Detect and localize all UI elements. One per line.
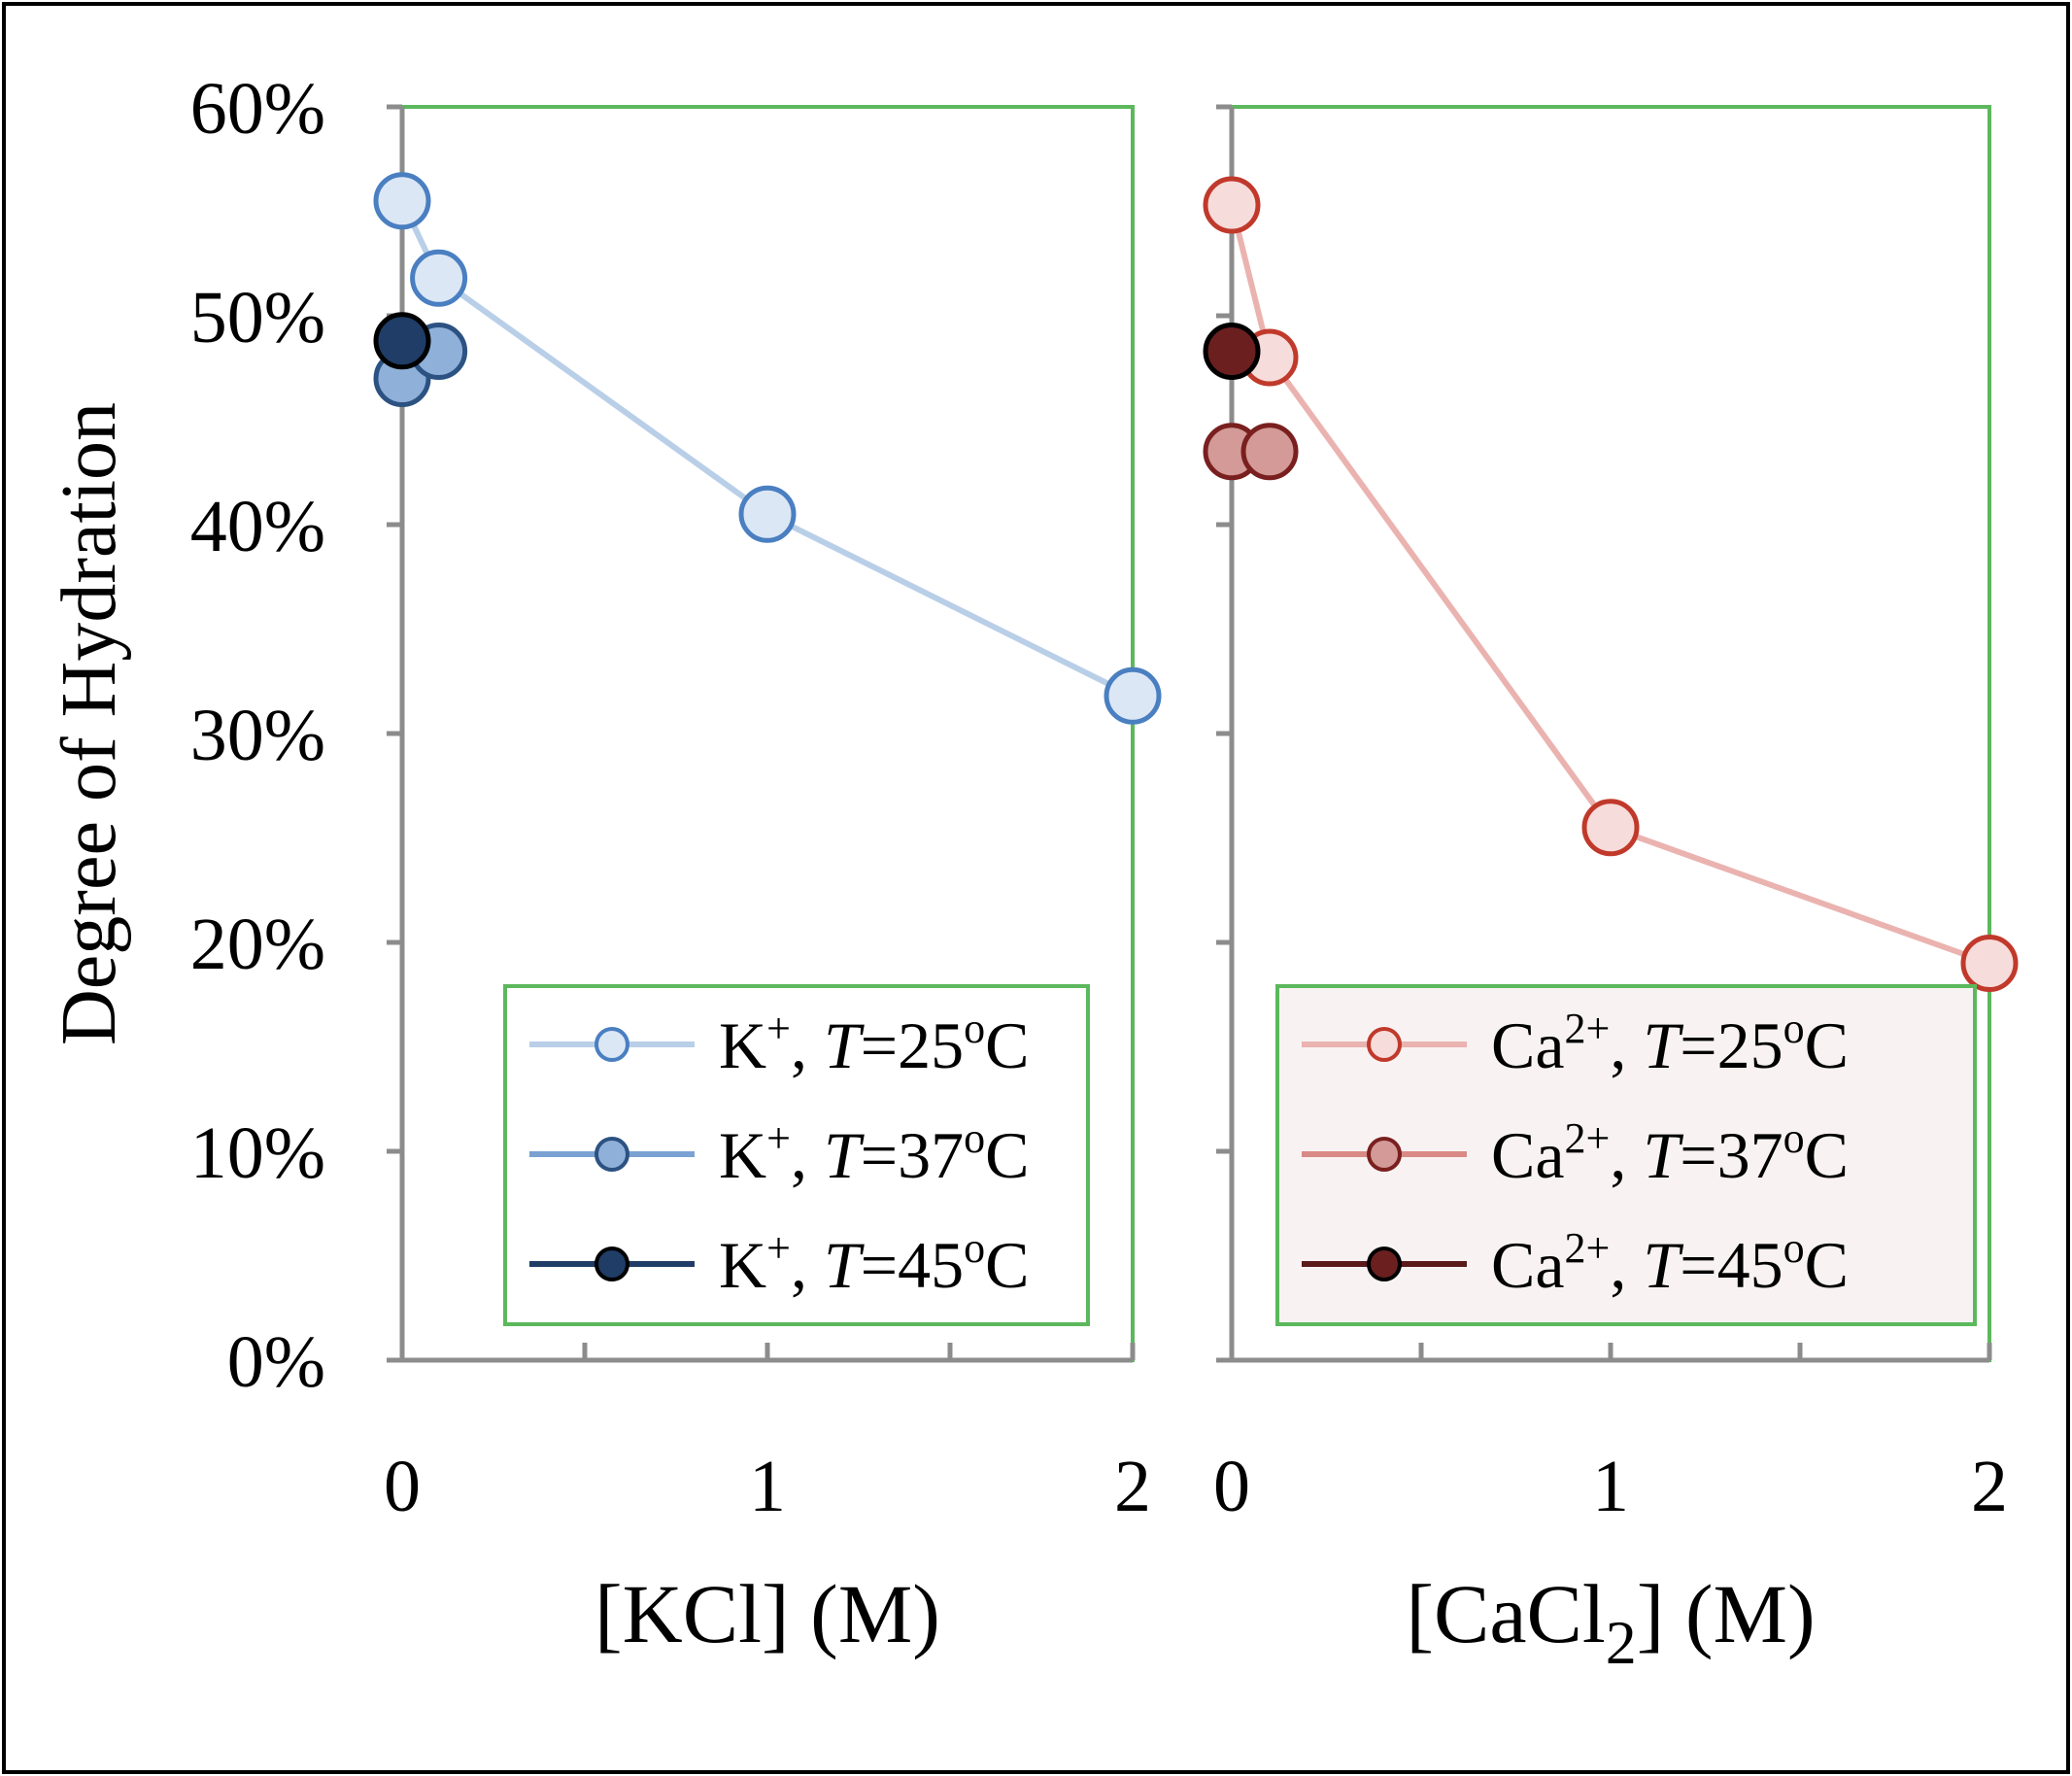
y-tick-label: 30% bbox=[190, 695, 325, 776]
legend-equals: = bbox=[1680, 1008, 1716, 1082]
data-point bbox=[1240, 423, 1299, 481]
legend-sep: , bbox=[791, 1008, 824, 1082]
legend-equals: = bbox=[1680, 1118, 1716, 1192]
legend-charge: 2+ bbox=[1565, 1224, 1611, 1272]
y-tick-label: 10% bbox=[190, 1112, 325, 1194]
legend-charge: + bbox=[766, 1114, 791, 1162]
legend-degree: o bbox=[964, 1114, 985, 1162]
legend-temp-symbol: T bbox=[824, 1228, 865, 1302]
legend-degree: o bbox=[964, 1224, 985, 1272]
y-tick-label: 20% bbox=[190, 904, 325, 985]
legend-unit: C bbox=[985, 1008, 1029, 1082]
legend-marker bbox=[1367, 1027, 1402, 1062]
data-point bbox=[373, 172, 431, 230]
x-tick-label: 0 bbox=[384, 1446, 421, 1527]
legend-ion: K bbox=[719, 1118, 766, 1192]
legend-sep: , bbox=[791, 1228, 824, 1302]
legend-equals: = bbox=[1680, 1228, 1716, 1302]
data-point bbox=[1960, 935, 2019, 992]
x-tick-label: 1 bbox=[1592, 1446, 1629, 1527]
x-tick-label: 2 bbox=[1971, 1446, 2008, 1527]
x-axis-label-main: [CaCl bbox=[1406, 1567, 1605, 1660]
y-tick-label: 0% bbox=[227, 1321, 325, 1403]
legend-unit: C bbox=[985, 1228, 1029, 1302]
x-tick-label: 1 bbox=[749, 1446, 786, 1527]
legend-ion: Ca bbox=[1491, 1008, 1565, 1082]
legend-marker bbox=[1367, 1247, 1402, 1281]
x-axis-label: [CaCl2] (M) bbox=[1406, 1567, 1815, 1677]
legend-marker bbox=[594, 1027, 629, 1062]
legend-degree: o bbox=[1783, 1005, 1805, 1052]
series-line bbox=[1229, 204, 1991, 967]
legend-unit: C bbox=[1805, 1008, 1849, 1082]
data-point bbox=[738, 485, 797, 543]
legend-charge: 2+ bbox=[1565, 1114, 1611, 1162]
legend-sep: , bbox=[1610, 1118, 1643, 1192]
x-axis-label-tail: ] (M) bbox=[1637, 1567, 1816, 1660]
legend-temp: 45 bbox=[1717, 1228, 1783, 1302]
legend-sep: , bbox=[791, 1118, 824, 1192]
legend-temp: 37 bbox=[898, 1118, 964, 1192]
legend-temp: 45 bbox=[898, 1228, 964, 1302]
legend-temp-symbol: T bbox=[1643, 1008, 1683, 1082]
legend-charge: + bbox=[766, 1224, 791, 1272]
legend-ion: Ca bbox=[1491, 1118, 1565, 1192]
legend-unit: C bbox=[1805, 1118, 1849, 1192]
legend-entry: K+, T=37oC bbox=[719, 1114, 1029, 1192]
legend-temp-symbol: T bbox=[1643, 1118, 1683, 1192]
legend-unit: C bbox=[985, 1118, 1029, 1192]
legend-degree: o bbox=[1783, 1114, 1805, 1162]
legend-marker bbox=[594, 1137, 629, 1172]
legend-marker bbox=[1367, 1137, 1402, 1172]
legend-temp-symbol: T bbox=[824, 1008, 865, 1082]
legend-degree: o bbox=[964, 1005, 985, 1052]
x-axis-label-subscript: 2 bbox=[1606, 1608, 1637, 1677]
data-point bbox=[1581, 799, 1640, 857]
legend-marker bbox=[594, 1247, 629, 1281]
legend-temp-symbol: T bbox=[824, 1118, 865, 1192]
y-axis-label: Degree of Hydration bbox=[47, 402, 132, 1045]
data-point bbox=[373, 312, 431, 370]
x-axis-label: [KCl] (M) bbox=[594, 1567, 940, 1660]
y-tick-label: 60% bbox=[190, 68, 325, 150]
legend-ion: K bbox=[719, 1228, 766, 1302]
data-point bbox=[410, 249, 468, 307]
legend-sep: , bbox=[1610, 1008, 1643, 1082]
x-axis-label-main: [KCl] (M) bbox=[594, 1567, 940, 1660]
legend-equals: = bbox=[861, 1228, 898, 1302]
legend-entry: Ca2+, T=25oC bbox=[1491, 1005, 1849, 1082]
y-tick-label: 50% bbox=[190, 277, 325, 359]
legend-unit: C bbox=[1805, 1228, 1849, 1302]
x-tick-label: 0 bbox=[1213, 1446, 1250, 1527]
legend-equals: = bbox=[861, 1118, 898, 1192]
legend-equals: = bbox=[861, 1008, 898, 1082]
legend-temp-symbol: T bbox=[1643, 1228, 1683, 1302]
legend-entry: Ca2+, T=45oC bbox=[1491, 1224, 1849, 1302]
legend-temp: 37 bbox=[1717, 1118, 1783, 1192]
legend-entry: K+, T=45oC bbox=[719, 1224, 1029, 1302]
legend-entry: K+, T=25oC bbox=[719, 1005, 1029, 1082]
legend-degree: o bbox=[1783, 1224, 1805, 1272]
y-tick-label: 40% bbox=[190, 486, 325, 567]
y-tick-labels: 0% 10% 20% 30% 40% 50% 60% bbox=[190, 68, 325, 1403]
legend-ion: K bbox=[719, 1008, 766, 1082]
legend-temp: 25 bbox=[1717, 1008, 1783, 1082]
legend-charge: 2+ bbox=[1565, 1005, 1611, 1052]
legend-temp: 25 bbox=[898, 1008, 964, 1082]
legend-entry: Ca2+, T=37oC bbox=[1491, 1114, 1849, 1192]
x-tick-label: 2 bbox=[1114, 1446, 1151, 1527]
legend-sep: , bbox=[1610, 1228, 1643, 1302]
legend-ion: Ca bbox=[1491, 1228, 1565, 1302]
legend-charge: + bbox=[766, 1005, 791, 1052]
data-point bbox=[1203, 176, 1261, 234]
data-point bbox=[1104, 666, 1162, 725]
data-point bbox=[1203, 323, 1261, 381]
series-line bbox=[399, 199, 1135, 699]
